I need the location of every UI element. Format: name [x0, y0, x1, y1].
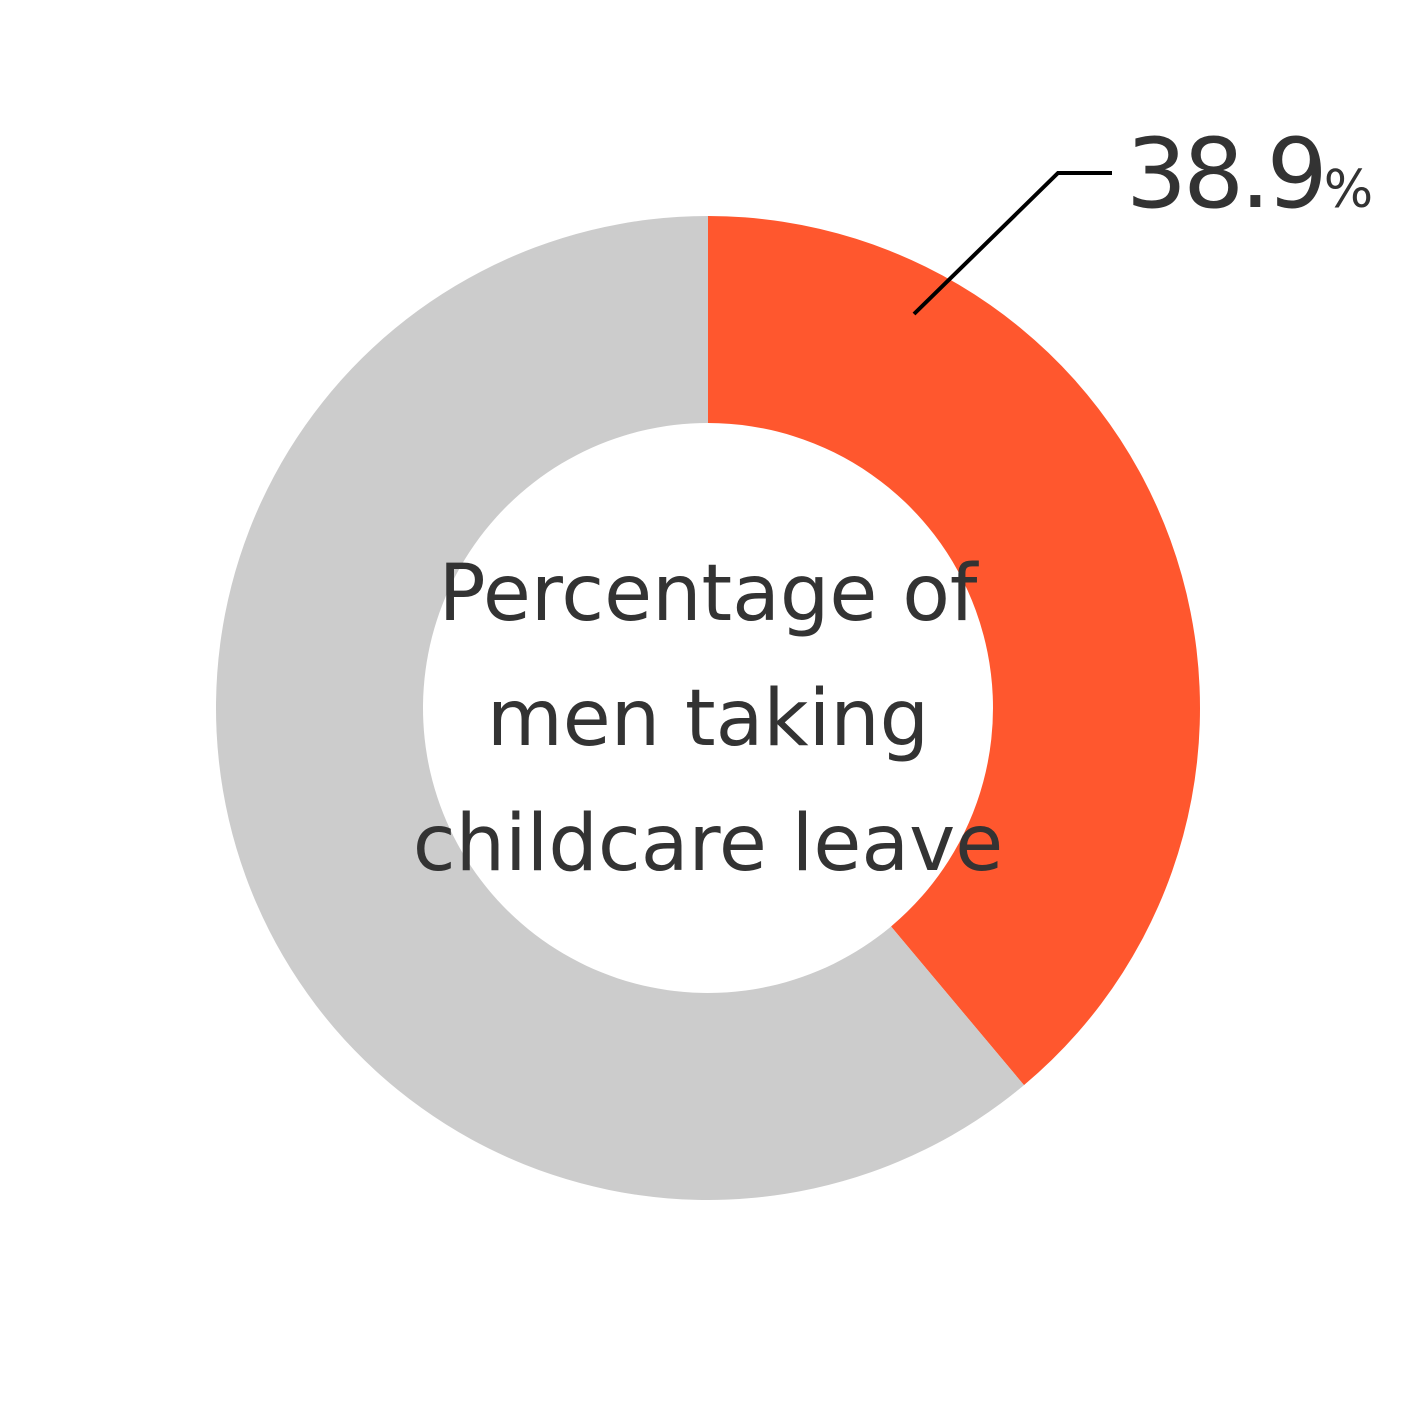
center-label-line-1: Percentage of	[439, 549, 979, 639]
value-label: 38.9%	[1126, 118, 1373, 230]
leader-line	[912, 171, 1112, 316]
center-label-line-2: men taking	[487, 674, 929, 764]
donut-slices	[215, 216, 1200, 1201]
donut-slice-remainder	[215, 216, 1024, 1201]
value-label-unit: %	[1324, 160, 1373, 220]
donut-slice-highlight	[708, 216, 1200, 1086]
value-label-number: 38.9	[1126, 118, 1324, 230]
center-label-line-3: childcare leave	[413, 799, 1004, 889]
